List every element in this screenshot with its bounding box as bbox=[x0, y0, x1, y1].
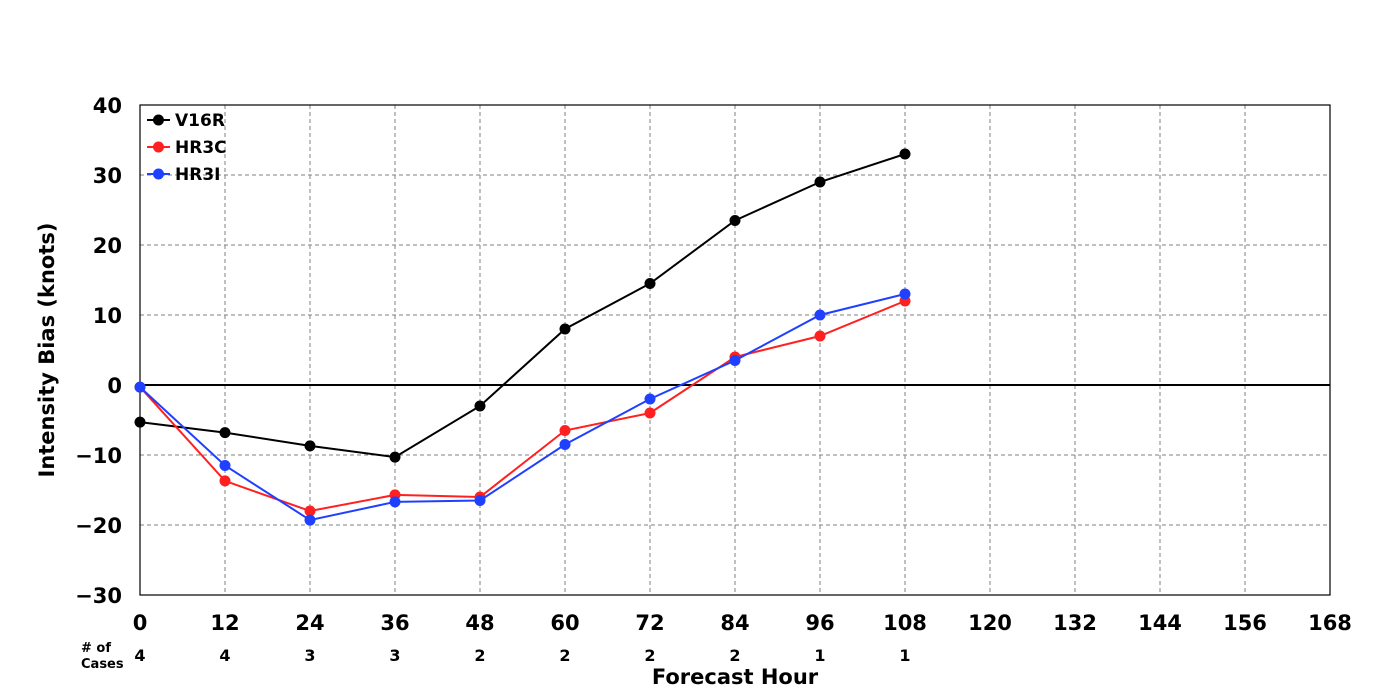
x-tick-label: 48 bbox=[465, 611, 494, 635]
data-point bbox=[559, 425, 571, 436]
data-point bbox=[814, 309, 826, 321]
x-tick-label: 108 bbox=[883, 611, 927, 635]
x-tick-label: 156 bbox=[1223, 611, 1267, 635]
data-point bbox=[389, 496, 401, 508]
data-point bbox=[559, 439, 571, 450]
y-tick-labels: −30 −20 −10 0 10 20 30 40 bbox=[75, 94, 122, 608]
data-point bbox=[134, 416, 146, 428]
cases-label-line2: Cases bbox=[81, 657, 124, 672]
series-layer bbox=[134, 148, 911, 526]
x-tick-label: 72 bbox=[635, 611, 664, 635]
cases-count: 2 bbox=[729, 646, 740, 665]
y-tick-label: 10 bbox=[93, 304, 122, 328]
cases-row: # of Cases 4 4 3 3 2 2 2 2 1 1 bbox=[81, 641, 911, 672]
cases-count: 3 bbox=[304, 646, 315, 665]
data-point bbox=[134, 381, 146, 393]
x-tick-label: 96 bbox=[805, 611, 834, 635]
data-point bbox=[644, 407, 656, 419]
y-tick-label: 20 bbox=[93, 234, 122, 258]
data-point bbox=[474, 495, 486, 506]
data-point bbox=[899, 288, 911, 300]
data-point bbox=[644, 278, 656, 289]
data-point bbox=[219, 475, 231, 487]
x-tick-label: 60 bbox=[550, 611, 579, 635]
data-point bbox=[304, 505, 316, 517]
data-point bbox=[729, 355, 741, 366]
cases-count: 4 bbox=[134, 646, 145, 665]
data-point bbox=[474, 400, 486, 412]
x-tick-labels: 0 12 24 36 48 60 72 84 96 108 120 132 144 156 168 bbox=[133, 611, 1352, 635]
y-tick-label: 30 bbox=[93, 164, 122, 188]
data-point bbox=[814, 176, 826, 188]
data-point bbox=[729, 215, 741, 226]
x-tick-label: 120 bbox=[968, 611, 1012, 635]
data-point bbox=[389, 451, 401, 463]
y-axis-title: Intensity Bias (knots) bbox=[35, 223, 59, 478]
y-tick-label: −10 bbox=[75, 444, 122, 468]
y-tick-label: −20 bbox=[75, 514, 122, 538]
y-tick-label: −30 bbox=[75, 584, 122, 608]
data-point bbox=[899, 148, 911, 160]
legend-item: HR3I bbox=[147, 165, 220, 185]
series-hr3i bbox=[134, 288, 911, 526]
legend-marker bbox=[153, 168, 164, 180]
cases-label-line1: # of bbox=[81, 641, 111, 656]
series-v16r bbox=[134, 148, 911, 463]
series-line bbox=[139, 153, 906, 459]
legend-label: HR3C bbox=[175, 138, 227, 158]
legend-marker bbox=[153, 114, 164, 126]
plot-area-frame bbox=[139, 104, 1331, 596]
y-tick-label: 40 bbox=[93, 94, 122, 118]
x-tick-label: 144 bbox=[1138, 611, 1182, 635]
data-point bbox=[814, 330, 826, 342]
cases-count: 2 bbox=[559, 646, 570, 665]
cases-count: 3 bbox=[389, 646, 400, 665]
cases-count: 4 bbox=[219, 646, 230, 665]
legend-label: HR3I bbox=[175, 165, 220, 185]
x-tick-label: 84 bbox=[720, 611, 749, 635]
x-tick-label: 12 bbox=[210, 611, 239, 635]
data-point bbox=[304, 514, 316, 526]
legend-item: V16R bbox=[147, 111, 225, 131]
cases-count: 2 bbox=[644, 646, 655, 665]
data-point bbox=[219, 460, 231, 471]
legend-item: HR3C bbox=[147, 138, 227, 158]
x-axis-title: Forecast Hour bbox=[652, 665, 819, 689]
data-point bbox=[644, 393, 656, 405]
legend-label: V16R bbox=[175, 111, 225, 131]
y-tick-label: 0 bbox=[107, 374, 122, 398]
data-point bbox=[559, 323, 571, 335]
x-tick-label: 0 bbox=[133, 611, 148, 635]
legend: V16R HR3C HR3I bbox=[147, 111, 227, 185]
cases-count: 2 bbox=[474, 646, 485, 665]
cases-count: 1 bbox=[814, 646, 825, 665]
series-line bbox=[139, 300, 906, 513]
data-point bbox=[304, 440, 316, 452]
x-tick-label: 132 bbox=[1053, 611, 1097, 635]
x-tick-label: 168 bbox=[1308, 611, 1352, 635]
x-tick-label: 24 bbox=[295, 611, 324, 635]
cases-count: 1 bbox=[899, 646, 910, 665]
x-tick-label: 36 bbox=[380, 611, 409, 635]
legend-marker bbox=[153, 141, 164, 153]
data-point bbox=[219, 427, 231, 439]
grid-lines bbox=[140, 105, 1330, 595]
series-line bbox=[139, 293, 906, 522]
